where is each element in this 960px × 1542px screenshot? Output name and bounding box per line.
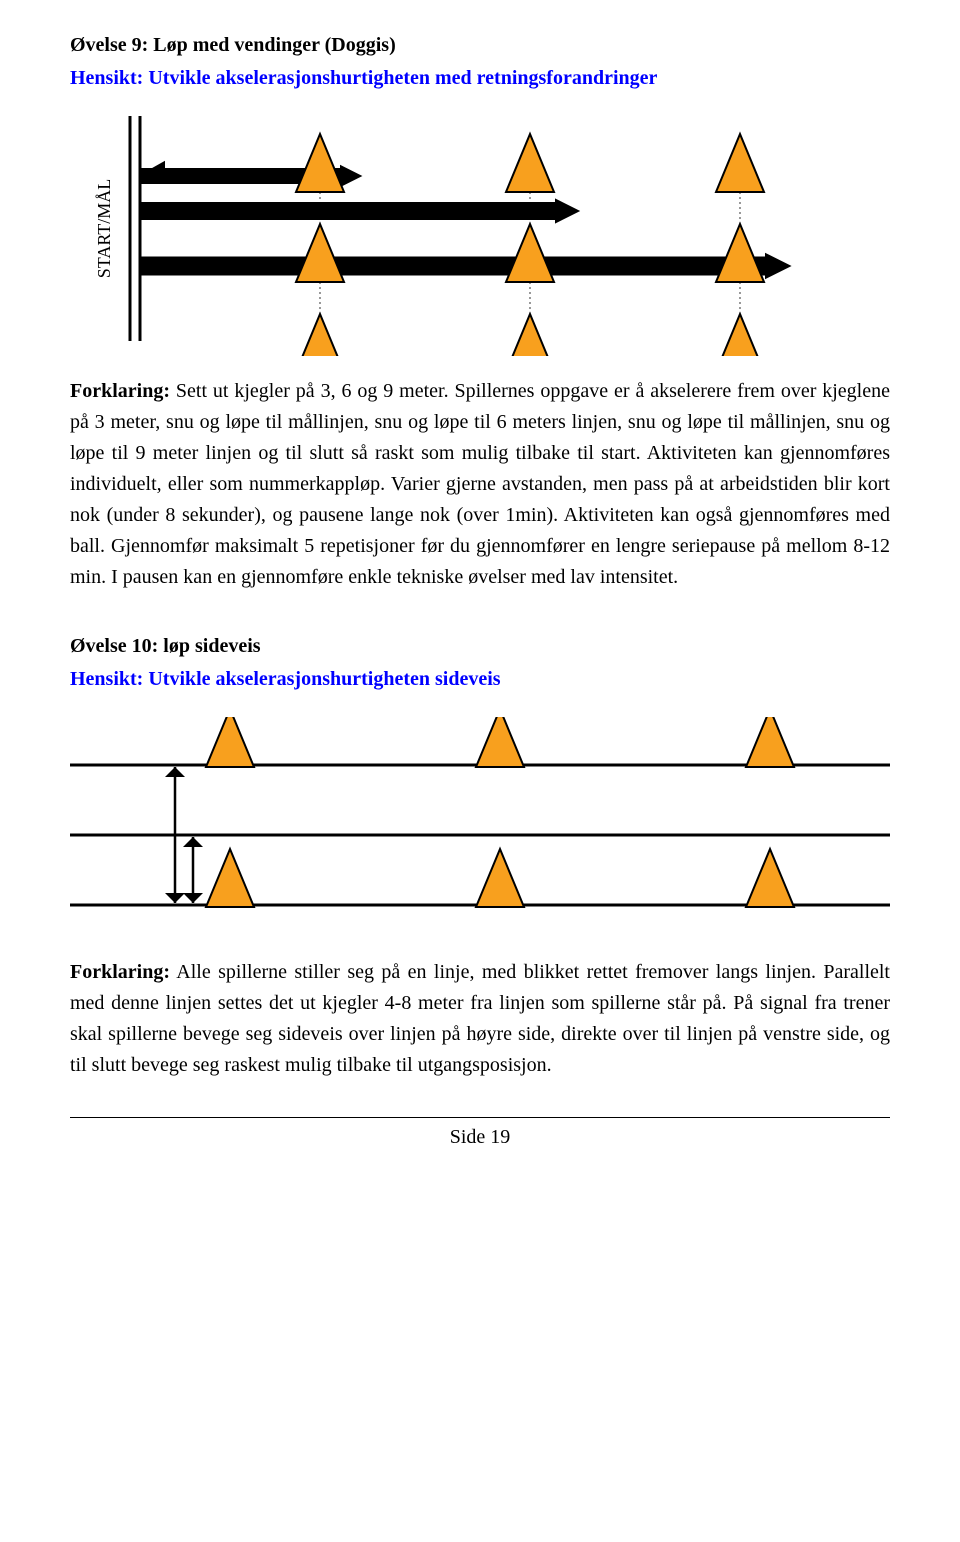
exercise9-purpose: Hensikt: Utvikle akselerasjonshurtighete… — [70, 63, 890, 94]
exercise9-paragraph: Forklaring: Sett ut kjegler på 3, 6 og 9… — [70, 376, 890, 593]
page-number: Side 19 — [70, 1122, 890, 1153]
exercise10-diagram — [70, 717, 890, 937]
exercise10-purpose: Hensikt: Utvikle akselerasjonshurtighete… — [70, 664, 890, 695]
exercise9-diagram: START/MÅL — [70, 116, 830, 356]
exercise10-paragraph: Forklaring: Alle spillerne stiller seg p… — [70, 957, 890, 1081]
exercise9-paragraph-lead: Forklaring: — [70, 380, 170, 402]
footer-rule — [70, 1117, 890, 1118]
exercise10-title: Øvelse 10: løp sideveis — [70, 631, 890, 662]
svg-text:START/MÅL: START/MÅL — [94, 179, 114, 278]
exercise10-paragraph-lead: Forklaring: — [70, 961, 170, 983]
exercise9-title: Øvelse 9: Løp med vendinger (Doggis) — [70, 30, 890, 61]
exercise9-paragraph-body: Sett ut kjegler på 3, 6 og 9 meter. Spil… — [70, 380, 890, 588]
exercise10-paragraph-body: Alle spillerne stiller seg på en linje, … — [70, 961, 890, 1076]
